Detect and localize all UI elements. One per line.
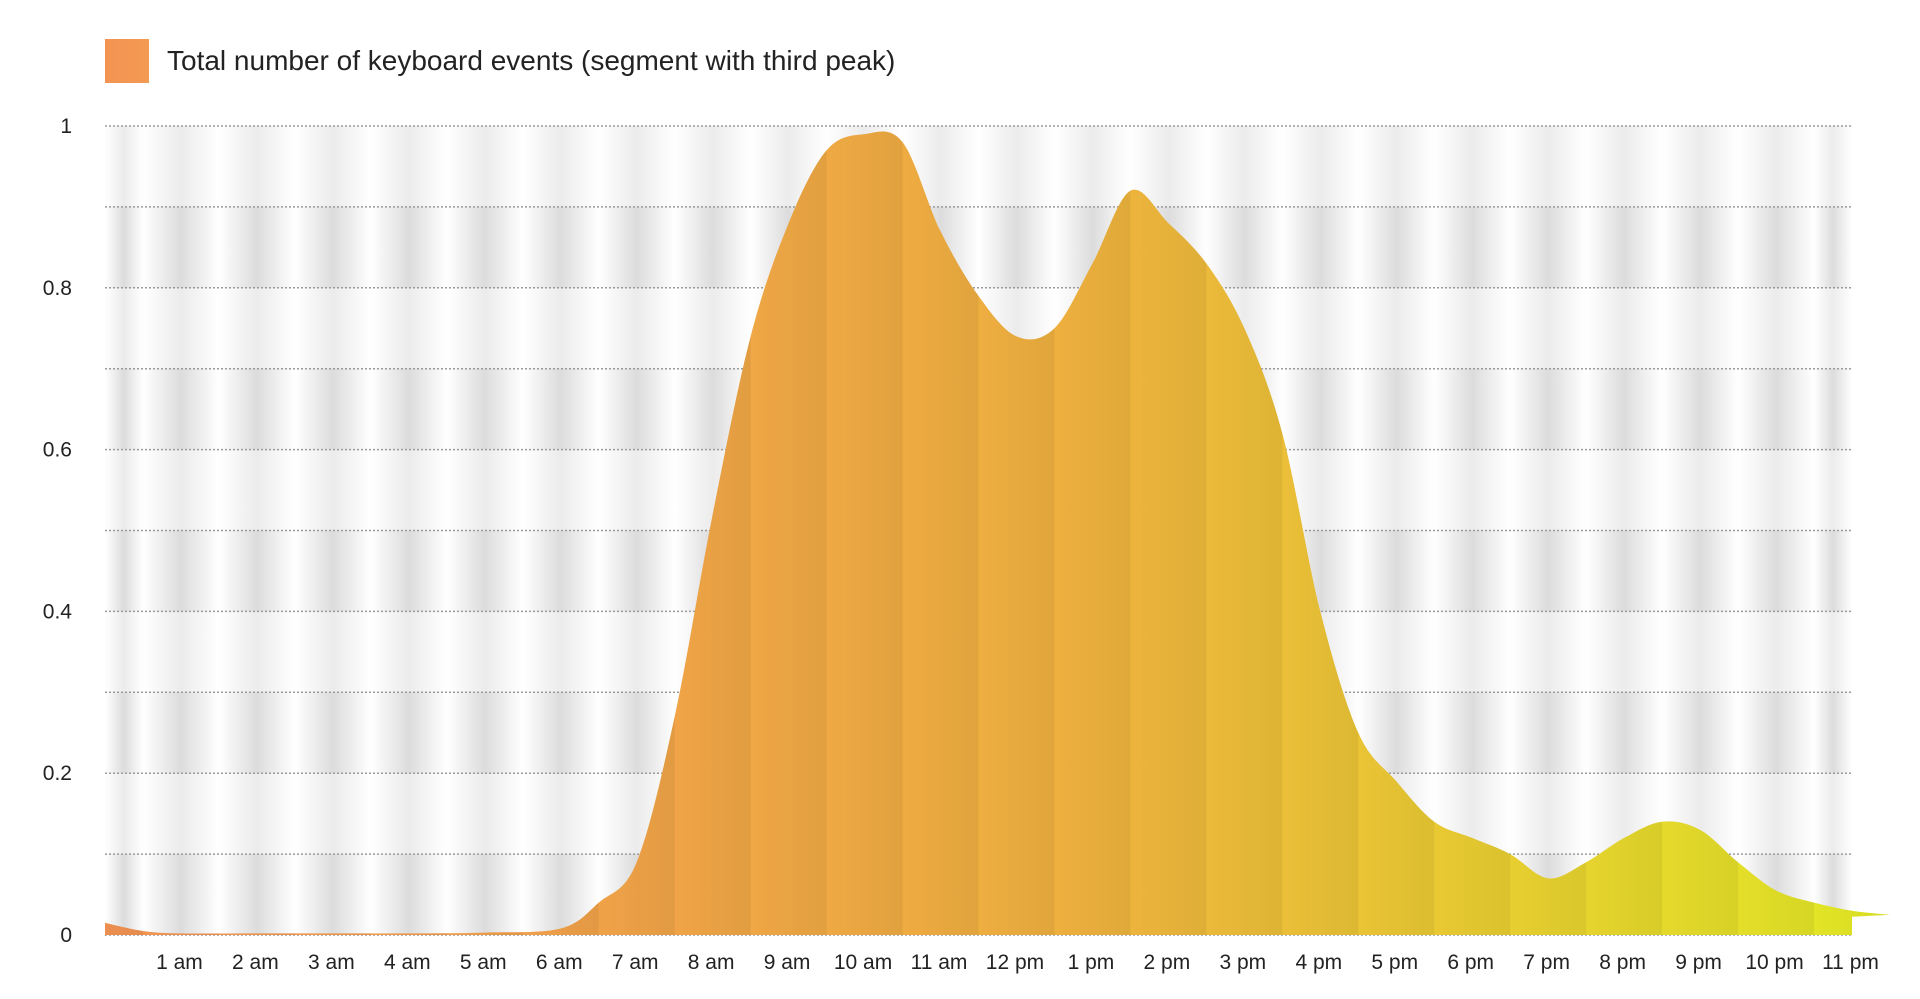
x-tick-label: 8 am	[688, 951, 735, 974]
y-axis-ticks: 0 0.2 0.4 0.6 0.8 1	[43, 115, 73, 947]
x-tick-label: 8 pm	[1599, 951, 1646, 974]
chart-legend: Total number of keyboard events (segment…	[105, 38, 895, 84]
x-tick-label: 12 pm	[986, 951, 1044, 974]
x-tick-label: 1 am	[156, 951, 203, 974]
area-shade-column	[826, 131, 903, 935]
x-tick-label: 6 am	[536, 951, 583, 974]
x-tick-label: 4 am	[384, 951, 431, 974]
background-stripe	[105, 126, 143, 935]
x-tick-label: 4 pm	[1295, 951, 1342, 974]
x-tick-label: 10 am	[834, 951, 892, 974]
x-tick-label: 11 am	[911, 951, 968, 974]
y-tick-label: 0.4	[43, 600, 73, 623]
x-tick-label: 7 pm	[1523, 951, 1570, 974]
x-tick-label: 10 pm	[1745, 951, 1803, 974]
x-tick-label: 9 pm	[1675, 951, 1722, 974]
x-tick-label: 5 am	[460, 951, 507, 974]
x-tick-label: 2 am	[232, 951, 279, 974]
y-tick-label: 0.8	[43, 277, 72, 300]
y-tick-label: 1	[60, 115, 72, 138]
area-shade-column	[1130, 131, 1207, 935]
x-axis-ticks: 1 am 2 am 3 am 4 am 5 am 6 am 7 am 8 am 9 am 10 a…	[156, 951, 1879, 974]
x-tick-label: 2 pm	[1144, 951, 1191, 974]
x-tick-label: 11 pm	[1822, 951, 1879, 974]
x-tick-label: 7 am	[612, 951, 659, 974]
y-tick-label: 0.6	[43, 439, 72, 462]
background-band	[105, 126, 1852, 207]
x-tick-label: 3 pm	[1219, 951, 1266, 974]
x-tick-label: 6 pm	[1447, 951, 1494, 974]
x-tick-label: 3 am	[308, 951, 355, 974]
legend-label: Total number of keyboard events (segment…	[167, 45, 896, 76]
y-tick-label: 0.2	[43, 762, 72, 785]
legend-swatch	[105, 39, 149, 83]
y-tick-label: 0	[60, 924, 72, 947]
x-tick-label: 5 pm	[1371, 951, 1418, 974]
x-tick-label: 1 pm	[1068, 951, 1115, 974]
x-tick-label: 9 am	[764, 951, 811, 974]
